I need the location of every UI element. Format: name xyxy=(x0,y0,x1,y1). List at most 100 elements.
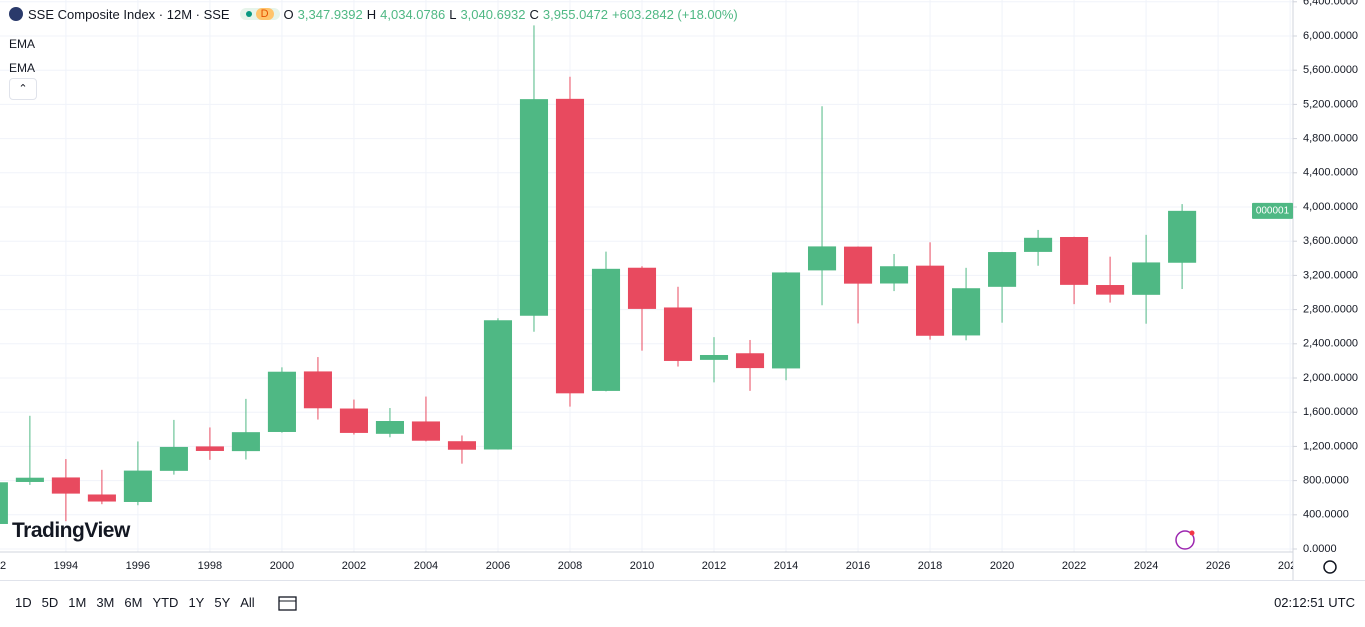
candle-body xyxy=(1096,285,1125,295)
candle-body xyxy=(916,265,945,336)
candle-body xyxy=(952,288,981,336)
y-axis: 0.0000 400.0000 800.0000 1,200.0000 1,600.00… xyxy=(1293,0,1358,555)
range-button[interactable]: 1Y xyxy=(188,595,205,610)
x-tick-label: 2026 xyxy=(1206,560,1230,572)
candle-body xyxy=(411,421,441,441)
candle-body xyxy=(87,494,116,502)
y-tick-label: 800.0000 xyxy=(1303,475,1349,487)
candle-body xyxy=(735,353,765,369)
x-tick-label: 2012 xyxy=(702,560,726,572)
legend-header: SSE Composite Index · 12M · SSE D O 3,347… xyxy=(8,6,738,22)
range-button[interactable]: 1M xyxy=(68,595,87,610)
x-tick-label: 2006 xyxy=(486,560,510,572)
candle-body xyxy=(519,99,549,316)
y-tick-label: 2,000.0000 xyxy=(1303,372,1358,384)
y-tick-label: 1,200.0000 xyxy=(1303,440,1358,452)
candle-body xyxy=(807,246,837,271)
close-value: 3,955.0472 xyxy=(542,6,608,22)
candle-body xyxy=(1168,210,1197,263)
x-tick-label: 1994 xyxy=(54,560,78,572)
y-tick-label: 400.0000 xyxy=(1303,509,1349,521)
candle-body xyxy=(195,446,224,451)
candle-body xyxy=(771,272,801,369)
brand-logo[interactable]: TradingView xyxy=(12,519,130,542)
y-tick-label: 4,400.0000 xyxy=(1303,167,1358,179)
x-tick-label: 2008 xyxy=(558,560,582,572)
indicators: EMA EMA xyxy=(9,32,35,80)
x-tick-label: 2016 xyxy=(846,560,870,572)
range-buttons: 1D 5D 1M 3M 6M YTD 1Y 5Y All xyxy=(5,595,255,610)
candle-body xyxy=(339,408,368,433)
y-tick-label: 0.0000 xyxy=(1303,543,1337,555)
candle-body xyxy=(231,432,260,452)
x-tick-label: 2010 xyxy=(630,560,654,572)
indicator[interactable]: EMA xyxy=(9,37,36,51)
high-value: 4,034.0786 xyxy=(380,6,446,22)
y-tick-label: 5,600.0000 xyxy=(1303,64,1358,76)
y-tick-label: 3,200.0000 xyxy=(1303,269,1358,281)
change-value: +603.2842 (+18.00%) xyxy=(612,6,738,22)
x-axis: 1992 1994 1996 1998 2000 2002 2004 2006 2008 2010… xyxy=(0,560,1302,572)
candle-body xyxy=(591,268,621,391)
indicator[interactable]: EMA xyxy=(9,61,36,75)
low-label: L xyxy=(449,6,457,22)
bottom-toolbar: 1D 5D 1M 3M 6M YTD 1Y 5Y All 02:12:51 UTC xyxy=(0,580,1365,624)
symbol[interactable]: SSE Composite Index · 12M · SSE xyxy=(28,6,230,22)
x-tick-label: 2028 xyxy=(1278,560,1302,572)
candle-body xyxy=(1060,236,1089,285)
open-value: 3,347.9392 xyxy=(297,6,363,22)
candle-body xyxy=(447,441,477,450)
badge: D xyxy=(255,8,274,20)
range-button[interactable]: 5D xyxy=(41,595,59,610)
symbol-icon xyxy=(9,7,23,21)
candle-body xyxy=(303,371,332,409)
alert-dot xyxy=(1189,530,1195,536)
y-tick-label: 2,400.0000 xyxy=(1303,338,1358,350)
x-tick-label: 2014 xyxy=(774,560,798,572)
candle-body xyxy=(663,307,693,361)
x-tick-label: 2018 xyxy=(918,560,942,572)
high-label: H xyxy=(366,6,377,22)
x-tick-label: 2004 xyxy=(414,560,438,572)
candle-body xyxy=(627,267,657,309)
candle-body xyxy=(1132,262,1161,295)
y-tick-label: 5,200.0000 xyxy=(1303,98,1358,110)
range-button[interactable]: 1D xyxy=(15,595,32,610)
candle-body xyxy=(0,482,8,524)
x-tick-label: 2002 xyxy=(342,560,366,572)
collapse-button[interactable]: ⌃ xyxy=(9,78,37,100)
candle-body xyxy=(699,354,729,360)
clock: 02:12:51 UTC xyxy=(1274,595,1355,610)
y-tick-label: 6,000.0000 xyxy=(1303,30,1358,42)
price-tag xyxy=(1252,202,1293,219)
x-tick-label: 2020 xyxy=(990,560,1014,572)
candle-body xyxy=(988,252,1017,287)
status-badge[interactable]: D xyxy=(239,8,280,20)
x-tick-label: 1996 xyxy=(126,560,150,572)
candle-body xyxy=(375,421,404,434)
alert-icon[interactable] xyxy=(1175,530,1195,550)
price-tag-label: 000001 xyxy=(1256,205,1290,216)
settings-icon[interactable] xyxy=(1323,560,1337,574)
x-tick-label: 2022 xyxy=(1062,560,1086,572)
y-tick-label: 1,600.0000 xyxy=(1303,406,1358,418)
y-tick-label: 2,800.0000 xyxy=(1303,304,1358,316)
range-button[interactable]: 3M xyxy=(96,595,115,610)
plot-area xyxy=(0,0,1293,552)
range-button[interactable]: 5Y xyxy=(214,595,231,610)
candle-body xyxy=(15,477,44,482)
low-value: 3,040.6932 xyxy=(460,6,526,22)
date-range-icon[interactable] xyxy=(277,593,299,613)
close-label: C xyxy=(529,6,539,22)
candle-body xyxy=(123,470,152,502)
chart: 0.0000 400.0000 800.0000 1,200.0000 1,600.00… xyxy=(0,0,1358,580)
range-button[interactable]: All xyxy=(240,595,255,610)
open-label: O xyxy=(283,6,294,22)
range-button[interactable]: 6M xyxy=(124,595,143,610)
x-tick-label: 1992 xyxy=(0,560,6,572)
range-button[interactable]: YTD xyxy=(152,595,179,610)
candle-body xyxy=(483,320,513,450)
candle-body xyxy=(267,371,296,432)
y-tick-label: 4,000.0000 xyxy=(1303,201,1358,213)
